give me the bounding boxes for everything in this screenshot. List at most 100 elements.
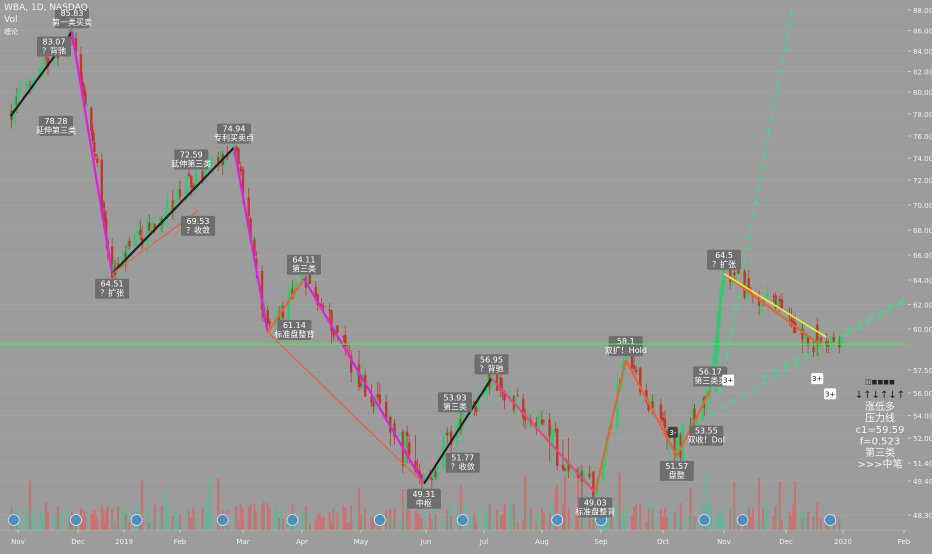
candle-body bbox=[471, 403, 474, 407]
volume-bar bbox=[675, 507, 678, 530]
volume-bar bbox=[455, 505, 458, 530]
annotation-label: 51.77？收敛 bbox=[445, 452, 480, 473]
volume-bar bbox=[153, 505, 156, 530]
candle-body bbox=[357, 364, 361, 388]
y-tick-label: 52.00 bbox=[913, 435, 932, 443]
candle-body bbox=[825, 341, 828, 346]
candle-body bbox=[330, 309, 333, 331]
candle-body bbox=[630, 352, 634, 368]
volume-bar bbox=[818, 522, 821, 530]
candle-body bbox=[653, 403, 656, 406]
volume-bar bbox=[526, 507, 529, 530]
candle-body bbox=[82, 84, 86, 94]
annotation-text: 第一类买卖 bbox=[52, 17, 92, 27]
volume-bar bbox=[262, 502, 265, 530]
candle-body bbox=[44, 57, 48, 59]
volume-bar bbox=[803, 511, 806, 530]
volume-bar bbox=[816, 502, 819, 530]
bi-stroke bbox=[675, 389, 712, 457]
candle-body bbox=[567, 464, 570, 472]
volume-bar bbox=[342, 505, 345, 530]
volume-bar bbox=[364, 508, 367, 530]
candle-body bbox=[422, 474, 426, 481]
volume-bar bbox=[633, 506, 636, 530]
candle-body bbox=[760, 300, 763, 308]
candle-body bbox=[201, 171, 204, 179]
candle-body bbox=[806, 336, 810, 346]
time-axis[interactable]: Nov Dec 2019 Feb Mar Apr May Jun Jul Aug Sep Oct Nov… bbox=[0, 529, 911, 546]
marker-label: 3+ bbox=[812, 375, 822, 383]
candle-body bbox=[819, 337, 823, 342]
volume-bar bbox=[651, 510, 654, 530]
volume-bar bbox=[469, 513, 472, 530]
volume-bar bbox=[208, 477, 211, 530]
candle-body bbox=[510, 396, 514, 399]
indicator-label: 缠论 bbox=[4, 28, 18, 36]
marker-label: 3- bbox=[669, 429, 676, 437]
candle-body bbox=[569, 468, 572, 472]
projection-line bbox=[689, 283, 932, 428]
volume-bar bbox=[679, 502, 682, 530]
candle-body bbox=[42, 58, 46, 65]
candle-body bbox=[701, 398, 704, 421]
volume-bar bbox=[567, 508, 570, 530]
annotation-text: 56.17 bbox=[699, 367, 722, 376]
volume-bar bbox=[662, 516, 664, 530]
info-line: c1=59.59 bbox=[856, 425, 905, 436]
volume-bar bbox=[503, 503, 506, 530]
annotation-text: 双扩！Hold bbox=[605, 345, 647, 355]
projection-lines bbox=[689, 1, 932, 428]
volume-bar bbox=[102, 510, 105, 530]
marker-label: 3+ bbox=[825, 390, 835, 398]
volume-bar bbox=[637, 509, 640, 530]
volume-bar bbox=[322, 516, 325, 530]
volume-bar bbox=[786, 520, 789, 530]
volume-bar bbox=[729, 509, 732, 530]
annotation-text: 延伸第三类 bbox=[171, 159, 211, 169]
candle-body bbox=[384, 401, 388, 419]
x-tick-label: Sep bbox=[594, 538, 608, 546]
projection-line bbox=[718, 1, 795, 394]
annotation-box bbox=[217, 123, 251, 144]
candle-body bbox=[56, 56, 60, 59]
volume-bar bbox=[330, 521, 333, 530]
volume-bar bbox=[404, 502, 407, 530]
volume-bar bbox=[749, 517, 752, 530]
candle-body bbox=[436, 465, 439, 478]
candle-body bbox=[139, 229, 142, 235]
volume-bar bbox=[171, 515, 174, 530]
volume-bar bbox=[346, 522, 349, 530]
candle-body bbox=[414, 460, 417, 472]
volume-bar bbox=[39, 513, 41, 530]
candle-body bbox=[237, 148, 240, 165]
candle-body bbox=[342, 336, 345, 338]
volume-bar bbox=[59, 517, 61, 530]
volume-bar bbox=[276, 513, 279, 530]
candle-body bbox=[523, 417, 527, 422]
candle-body bbox=[537, 416, 540, 430]
volume-bar bbox=[527, 516, 530, 530]
candle-body bbox=[126, 242, 129, 260]
candle-body bbox=[289, 288, 292, 290]
volume-bar bbox=[33, 511, 35, 530]
candle-body bbox=[659, 404, 663, 419]
candle-body bbox=[838, 342, 841, 348]
candle-body bbox=[687, 425, 690, 428]
volume-bar bbox=[459, 484, 462, 530]
price-axis[interactable]: 88.00 86.00 84.00 82.00 80.00 78.00 76.00 74.00… bbox=[908, 0, 932, 550]
volume-bar bbox=[387, 516, 390, 530]
candlesticks bbox=[9, 28, 843, 515]
annotation-text: 53.93 bbox=[444, 393, 467, 402]
event-icon bbox=[373, 514, 386, 526]
annotation-box bbox=[286, 254, 321, 275]
candle-body bbox=[446, 432, 449, 436]
volume-bar bbox=[814, 507, 817, 530]
volume-bar bbox=[760, 522, 763, 530]
volume-bar bbox=[444, 516, 447, 530]
annotation-text: ？收敛 bbox=[186, 225, 210, 235]
volume-bar bbox=[416, 513, 419, 530]
volume-bar bbox=[579, 516, 582, 530]
candle-body bbox=[94, 153, 98, 156]
